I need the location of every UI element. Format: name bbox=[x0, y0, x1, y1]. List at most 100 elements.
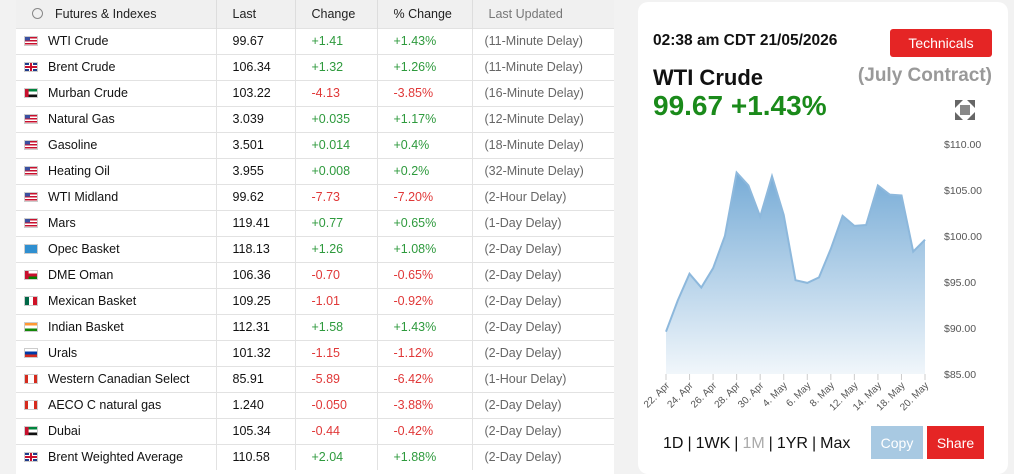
row-last-updated: (2-Day Delay) bbox=[472, 235, 614, 262]
row-name[interactable]: Murban Crude bbox=[48, 86, 128, 100]
row-name[interactable]: Western Canadian Select bbox=[48, 372, 190, 386]
row-last-updated: (32-Minute Delay) bbox=[472, 157, 614, 184]
table-row[interactable]: Brent Weighted Average 110.58 +2.04 +1.88%(… bbox=[16, 443, 614, 470]
technicals-button[interactable]: Technicals bbox=[890, 29, 992, 57]
row-name-cell[interactable]: DME Oman bbox=[16, 261, 217, 288]
row-name[interactable]: AECO C natural gas bbox=[48, 398, 162, 412]
row-change: -5.89 bbox=[295, 365, 378, 392]
row-last-updated: (2-Day Delay) bbox=[472, 313, 614, 340]
table-row[interactable]: Gasoline 3.501 +0.014 +0.4% (18-Minute Delay… bbox=[16, 131, 614, 158]
y-tick-label: $110.00 bbox=[944, 139, 981, 151]
copy-button[interactable]: Copy bbox=[871, 426, 923, 459]
row-name-cell[interactable]: Heating Oil bbox=[16, 157, 217, 184]
row-last-updated: (18-Minute Delay) bbox=[472, 131, 614, 158]
row-name-cell[interactable]: Murban Crude bbox=[16, 79, 217, 106]
row-last: 99.67 bbox=[216, 27, 296, 54]
row-name-cell[interactable]: WTI Crude bbox=[16, 27, 217, 54]
row-name-cell[interactable]: AECO C natural gas bbox=[16, 391, 217, 418]
row-name[interactable]: Opec Basket bbox=[48, 242, 120, 256]
row-last-updated: (12-Minute Delay) bbox=[472, 105, 614, 132]
row-name-cell[interactable]: Western Canadian Select bbox=[16, 365, 217, 392]
row-name[interactable]: Urals bbox=[48, 346, 78, 360]
row-change: +1.58 bbox=[295, 313, 378, 340]
table-row[interactable]: WTI Midland 99.62 -7.73 -7.20% (2-Hour Delay… bbox=[16, 183, 614, 210]
table-row[interactable]: WTI Crude 99.67 +1.41 +1.43% (11-Minute Dela… bbox=[16, 27, 614, 54]
share-button[interactable]: Share bbox=[927, 426, 984, 459]
range-max[interactable]: Max bbox=[820, 435, 851, 452]
row-pct-change: +1.43% bbox=[377, 27, 473, 54]
row-pct-change: -3.88% bbox=[377, 391, 473, 418]
row-name-cell[interactable]: Natural Gas bbox=[16, 105, 217, 132]
header-name[interactable]: Futures & Indexes bbox=[16, 0, 217, 28]
ca-flag-icon bbox=[24, 374, 38, 384]
row-last-updated: (2-Day Delay) bbox=[472, 417, 614, 444]
row-last: 3.501 bbox=[216, 131, 296, 158]
row-last-updated: (2-Day Delay) bbox=[472, 261, 614, 288]
table-row[interactable]: Brent Crude 106.34 +1.32 +1.26% (11-Minute D… bbox=[16, 53, 614, 80]
table-row[interactable]: Western Canadian Select 85.91 -5.89 -6.42%(… bbox=[16, 365, 614, 392]
row-name[interactable]: Mexican Basket bbox=[48, 294, 137, 308]
table-row[interactable]: Dubai 105.34 -0.44 -0.42% (2-Day Delay) bbox=[16, 417, 614, 444]
row-name-cell[interactable]: Brent Crude bbox=[16, 53, 217, 80]
us-flag-icon bbox=[24, 140, 38, 150]
row-name-cell[interactable]: Opec Basket bbox=[16, 235, 217, 262]
row-name[interactable]: Dubai bbox=[48, 424, 81, 438]
row-name-cell[interactable]: Urals bbox=[16, 339, 217, 366]
range-1m[interactable]: 1M bbox=[742, 435, 765, 452]
row-pct-change: +1.88% bbox=[377, 443, 473, 470]
row-name-cell[interactable]: Gasoline bbox=[16, 131, 217, 158]
row-pct-change: +1.08% bbox=[377, 235, 473, 262]
range-1wk[interactable]: 1WK bbox=[695, 435, 731, 452]
row-last: 1.240 bbox=[216, 391, 296, 418]
row-name-cell[interactable]: Mexican Basket bbox=[16, 287, 217, 314]
table-row[interactable]: Heating Oil 3.955 +0.008 +0.2% (32-Minute De… bbox=[16, 157, 614, 184]
row-name-cell[interactable]: Mars bbox=[16, 209, 217, 236]
om-flag-icon bbox=[24, 270, 38, 280]
globe-icon bbox=[32, 7, 43, 19]
row-name[interactable]: WTI Midland bbox=[48, 190, 119, 204]
table-row[interactable]: Opec Basket 118.13 +1.26 +1.08% (2-Day Delay… bbox=[16, 235, 614, 262]
row-name[interactable]: Indian Basket bbox=[48, 320, 124, 334]
row-name[interactable]: Gasoline bbox=[48, 138, 98, 152]
table-row[interactable]: Mexican Basket 109.25 -1.01 -0.92% (2-Day De… bbox=[16, 287, 614, 314]
row-name[interactable]: Natural Gas bbox=[48, 112, 115, 126]
row-last-updated: (2-Hour Delay) bbox=[472, 183, 614, 210]
row-name[interactable]: Brent Weighted Average bbox=[48, 450, 184, 465]
row-name[interactable]: WTI Crude bbox=[48, 34, 109, 48]
row-last-updated: (16-Minute Delay) bbox=[472, 79, 614, 106]
table-row[interactable]: Indian Basket 112.31 +1.58 +1.43% (2-Day Del… bbox=[16, 313, 614, 340]
row-name[interactable]: Heating Oil bbox=[48, 164, 110, 178]
row-name[interactable]: DME Oman bbox=[48, 268, 114, 282]
row-change: +0.035 bbox=[295, 105, 378, 132]
row-name-cell[interactable]: WTI Midland bbox=[16, 183, 217, 210]
row-last-updated: (2-Day Delay) bbox=[472, 391, 614, 418]
table-row[interactable]: DME Oman 106.36 -0.70 -0.65% (2-Day Delay) bbox=[16, 261, 614, 288]
range-1yr[interactable]: 1YR bbox=[776, 435, 808, 452]
table-row[interactable]: Mars 119.41 +0.77 +0.65% (1-Day Delay) bbox=[16, 209, 614, 236]
expand-icon[interactable] bbox=[955, 100, 975, 120]
us-flag-icon bbox=[24, 36, 38, 46]
table-row[interactable]: Murban Crude 103.22 -4.13 -3.85% (16-Minute … bbox=[16, 79, 614, 106]
row-change: +1.41 bbox=[295, 27, 378, 54]
row-change: +0.008 bbox=[295, 157, 378, 184]
row-name-cell[interactable]: Indian Basket bbox=[16, 313, 217, 340]
header-pct-change[interactable]: % Change bbox=[377, 0, 473, 28]
range-1d[interactable]: 1D bbox=[663, 435, 684, 452]
row-name[interactable]: Brent Crude bbox=[48, 60, 116, 74]
row-last: 101.32 bbox=[216, 339, 296, 366]
header-last-updated[interactable]: Last Updated bbox=[472, 0, 614, 28]
y-tick-label: $90.00 bbox=[944, 323, 976, 335]
table-row[interactable]: Urals 101.32 -1.15 -1.12% (2-Day Delay) bbox=[16, 339, 614, 366]
row-name-cell[interactable]: Brent Weighted Average bbox=[16, 443, 217, 470]
header-last[interactable]: Last bbox=[216, 0, 296, 28]
row-last: 109.25 bbox=[216, 287, 296, 314]
header-change[interactable]: Change bbox=[295, 0, 378, 28]
table-row[interactable]: AECO C natural gas 1.240 -0.050 -3.88% (2-Da… bbox=[16, 391, 614, 418]
table-row[interactable]: Natural Gas 3.039 +0.035 +1.17% (12-Minute D… bbox=[16, 105, 614, 132]
row-last: 3.039 bbox=[216, 105, 296, 132]
row-last-updated: (1-Hour Delay) bbox=[472, 365, 614, 392]
ae-flag-icon bbox=[24, 88, 38, 98]
row-change: -0.44 bbox=[295, 417, 378, 444]
row-name[interactable]: Mars bbox=[48, 216, 76, 230]
row-name-cell[interactable]: Dubai bbox=[16, 417, 217, 444]
